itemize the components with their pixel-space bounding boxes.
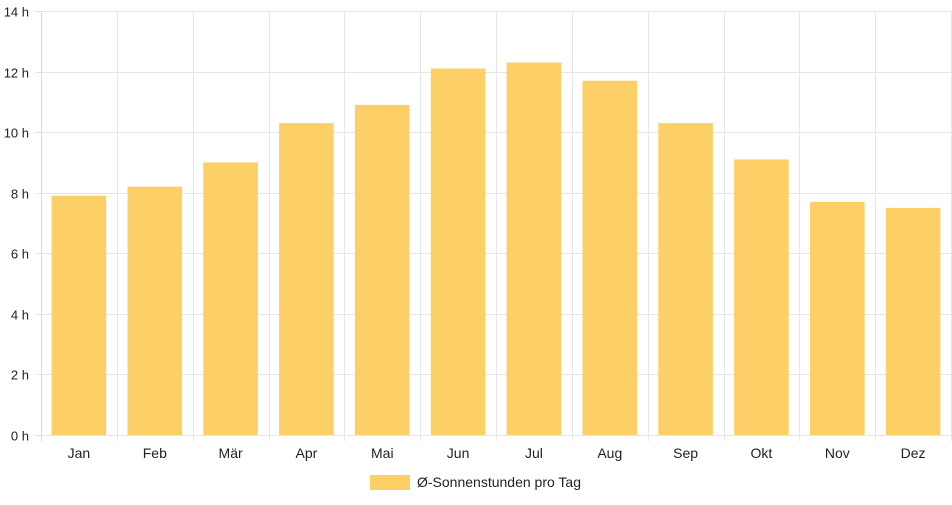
x-tick-label: Feb: [143, 445, 167, 461]
y-tick-label: 12 h: [4, 66, 29, 81]
y-axis: 0 h 2 h 4 h 6 h 8 h 10 h 12 h 14 h: [4, 5, 29, 444]
bar-okt[interactable]: [734, 159, 789, 435]
bar-jul[interactable]: [506, 62, 562, 436]
bar-jan[interactable]: [51, 195, 107, 435]
x-tick-label: Jun: [447, 445, 470, 461]
y-tick-label: 6 h: [11, 247, 29, 262]
y-tick-label: 14 h: [4, 5, 29, 20]
x-tick-label: Apr: [296, 445, 318, 461]
legend[interactable]: Ø-Sonnenstunden pro Tag: [370, 474, 581, 490]
x-axis: Jan Feb Mär Apr Mai Jun Jul Aug Sep Okt Nov Dez: [68, 445, 926, 461]
legend-swatch[interactable]: [370, 475, 410, 490]
bar-jun[interactable]: [430, 68, 486, 436]
bars-layer: [51, 62, 941, 436]
bar-mai[interactable]: [354, 104, 410, 436]
grid-layer: [35, 11, 952, 441]
x-tick-label: Okt: [751, 445, 773, 461]
legend-label[interactable]: Ø-Sonnenstunden pro Tag: [417, 474, 581, 490]
x-tick-label: Jul: [525, 445, 543, 461]
y-tick-label: 4 h: [11, 308, 29, 323]
bar-feb[interactable]: [127, 186, 183, 435]
y-tick-label: 10 h: [4, 126, 29, 141]
x-tick-label: Dez: [901, 445, 926, 461]
bar-aug[interactable]: [582, 80, 638, 435]
x-tick-label: Sep: [673, 445, 698, 461]
x-tick-label: Nov: [825, 445, 850, 461]
x-tick-label: Mär: [219, 445, 243, 461]
y-tick-label: 8 h: [11, 187, 29, 202]
bar-mär[interactable]: [203, 162, 258, 435]
x-tick-label: Aug: [597, 445, 622, 461]
y-tick-label: 0 h: [11, 429, 29, 444]
bar-dez[interactable]: [885, 207, 941, 435]
x-tick-label: Mai: [371, 445, 394, 461]
bar-sep[interactable]: [658, 123, 713, 435]
x-tick-label: Jan: [68, 445, 91, 461]
y-tick-label: 2 h: [11, 368, 29, 383]
bar-apr[interactable]: [279, 123, 334, 435]
bar-nov[interactable]: [810, 201, 865, 435]
